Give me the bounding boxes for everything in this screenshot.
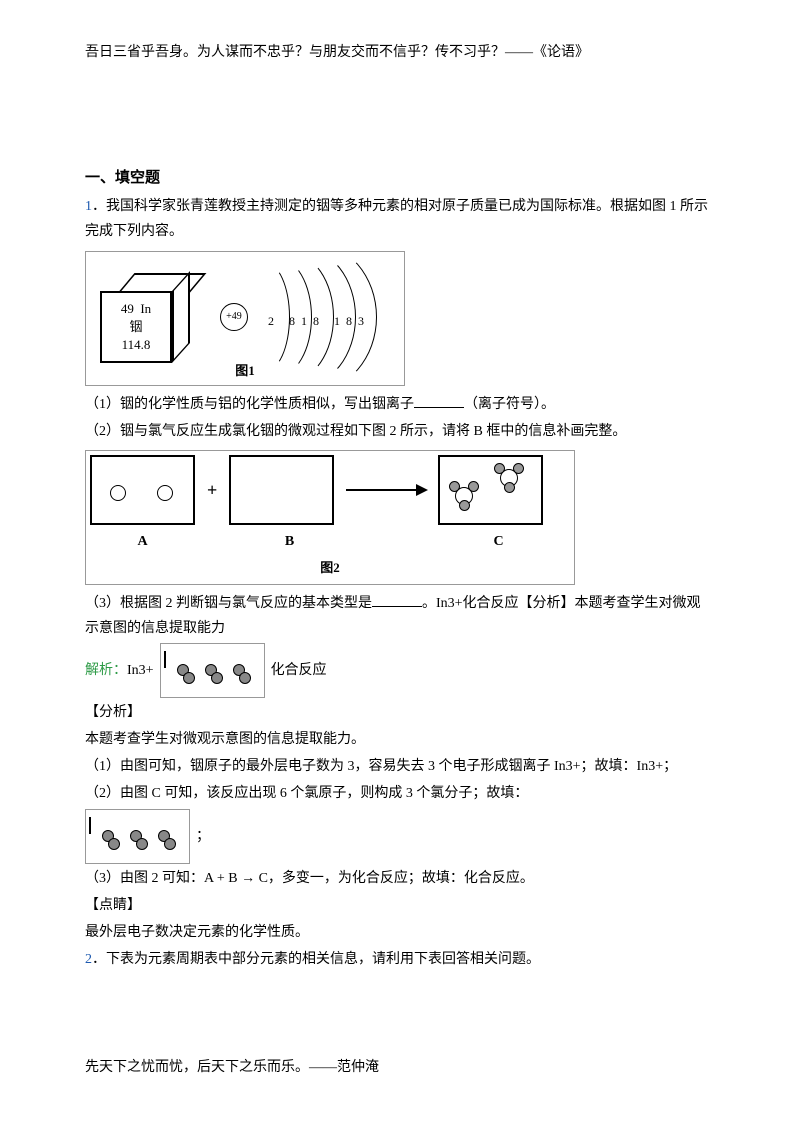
q1-part3: （3）根据图 2 判断铟与氯气反应的基本类型是。In3+化合反应【分析】本题考查… <box>85 591 708 641</box>
box-b <box>229 455 334 525</box>
label-a: A <box>90 529 195 554</box>
shell-labels: 2 818 183 <box>268 311 370 333</box>
q2-number: 2 <box>85 952 92 967</box>
figure-1: 49 In 铟 114.8 +49 2 818 183 图1 <box>85 251 405 386</box>
header-quote: 吾日三省乎吾身。为人谋而不忠乎？与朋友交而不信乎？传不习乎？——《论语》 <box>85 40 708 65</box>
tips-title: 【点睛】 <box>85 893 708 918</box>
analysis-title: 【分析】 <box>85 700 708 725</box>
element-name: 铟 <box>129 318 142 336</box>
blank-1 <box>414 392 464 408</box>
answer-line: 解析： In3+ 化合反应 <box>85 643 708 698</box>
fig1-caption: 图1 <box>235 359 255 382</box>
q1-number: 1 <box>85 199 92 214</box>
analysis-3: （3）由图 2 可知：A + B → C，多变一，为化合反应；故填：化合反应。 <box>85 866 708 891</box>
answer-label: 解析： <box>85 658 127 683</box>
q1-text: ．我国科学家张青莲教授主持测定的铟等多种元素的相对原子质量已成为国际标准。根据如… <box>85 199 708 239</box>
atom-structure-diagram: +49 2 818 183 <box>220 263 380 373</box>
blank-2 <box>372 591 422 607</box>
analysis-2: （2）由图 C 可知，该反应出现 6 个氯原子，则构成 3 个氯分子；故填： <box>85 781 708 806</box>
label-b: B <box>237 529 342 554</box>
q2-intro: 2．下表为元素周期表中部分元素的相关信息，请利用下表回答相关问题。 <box>85 947 708 972</box>
arrow-icon <box>346 489 426 491</box>
box-c <box>438 455 543 525</box>
answer-combination: 化合反应 <box>271 658 327 683</box>
answer-in3: In3+ <box>127 658 154 683</box>
q1-part2: （2）铟与氯气反应生成氯化铟的微观过程如下图 2 所示，请将 B 框中的信息补画… <box>85 419 708 444</box>
analysis-diagram-box <box>85 809 190 864</box>
label-c: C <box>446 529 551 554</box>
element-cube: 49 In 铟 114.8 <box>100 273 200 373</box>
footer-quote: 先天下之忧而忧，后天下之乐而乐。——范仲淹 <box>85 1055 379 1080</box>
element-symbol: In <box>140 301 151 316</box>
tips-text: 最外层电子数决定元素的化学性质。 <box>85 920 708 945</box>
answer-diagram-box <box>160 643 265 698</box>
element-mass: 114.8 <box>122 336 151 354</box>
fig2-caption: 图2 <box>90 556 570 579</box>
plus-icon: + <box>207 474 217 506</box>
analysis-1: （1）由图可知，铟原子的最外层电子数为 3，容易失去 3 个电子形成铟离子 In… <box>85 754 708 779</box>
section-title: 一、填空题 <box>85 165 708 192</box>
figure-2: + A B C 图2 <box>85 450 575 585</box>
element-number: 49 <box>121 301 134 316</box>
box-a <box>90 455 195 525</box>
q1-intro: 1．我国科学家张青莲教授主持测定的铟等多种元素的相对原子质量已成为国际标准。根据… <box>85 194 708 244</box>
q1-part1: （1）铟的化学性质与铝的化学性质相似，写出铟离子（离子符号）。 <box>85 392 708 417</box>
analysis-intro: 本题考查学生对微观示意图的信息提取能力。 <box>85 727 708 752</box>
analysis-2-diagram: ； <box>85 809 708 864</box>
q2-text: ．下表为元素周期表中部分元素的相关信息，请利用下表回答相关问题。 <box>92 952 540 967</box>
